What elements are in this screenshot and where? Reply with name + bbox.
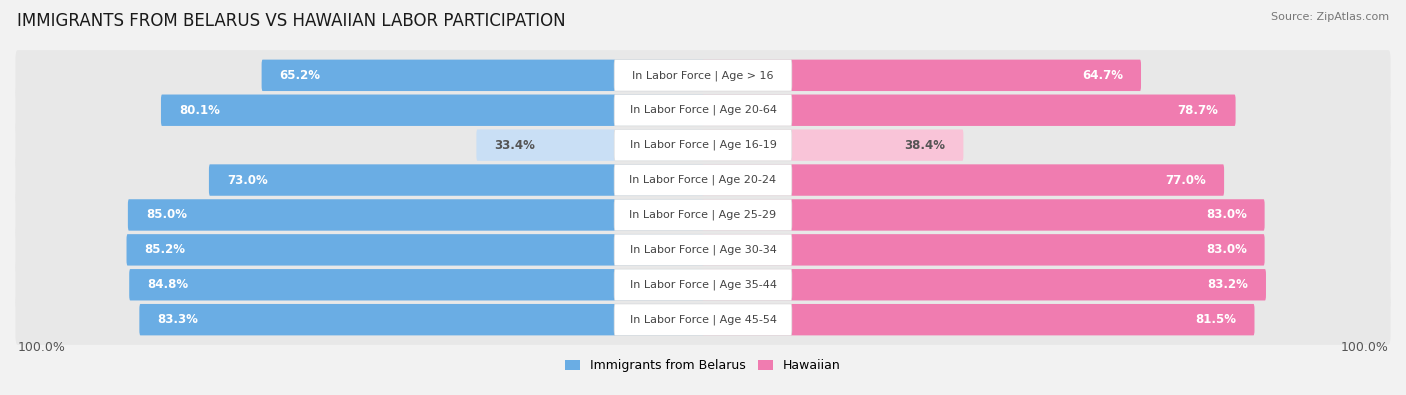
Text: 84.8%: 84.8% — [148, 278, 188, 291]
FancyBboxPatch shape — [702, 94, 1236, 126]
FancyBboxPatch shape — [702, 130, 963, 161]
Text: 83.2%: 83.2% — [1208, 278, 1249, 291]
FancyBboxPatch shape — [15, 85, 1391, 135]
FancyBboxPatch shape — [15, 155, 1391, 205]
Text: In Labor Force | Age 25-29: In Labor Force | Age 25-29 — [630, 210, 776, 220]
Text: 77.0%: 77.0% — [1166, 173, 1206, 186]
FancyBboxPatch shape — [702, 60, 1142, 91]
FancyBboxPatch shape — [702, 199, 1264, 231]
Text: 81.5%: 81.5% — [1195, 313, 1237, 326]
FancyBboxPatch shape — [160, 94, 704, 126]
Text: In Labor Force | Age 16-19: In Labor Force | Age 16-19 — [630, 140, 776, 150]
Text: 83.3%: 83.3% — [157, 313, 198, 326]
Legend: Immigrants from Belarus, Hawaiian: Immigrants from Belarus, Hawaiian — [560, 354, 846, 377]
FancyBboxPatch shape — [139, 304, 704, 335]
FancyBboxPatch shape — [614, 199, 792, 231]
FancyBboxPatch shape — [15, 120, 1391, 170]
FancyBboxPatch shape — [15, 50, 1391, 100]
Text: IMMIGRANTS FROM BELARUS VS HAWAIIAN LABOR PARTICIPATION: IMMIGRANTS FROM BELARUS VS HAWAIIAN LABO… — [17, 12, 565, 30]
FancyBboxPatch shape — [614, 304, 792, 335]
Text: In Labor Force | Age 20-64: In Labor Force | Age 20-64 — [630, 105, 776, 115]
Text: 33.4%: 33.4% — [495, 139, 536, 152]
FancyBboxPatch shape — [614, 130, 792, 161]
Text: 83.0%: 83.0% — [1206, 209, 1247, 222]
FancyBboxPatch shape — [702, 304, 1254, 335]
FancyBboxPatch shape — [262, 60, 704, 91]
FancyBboxPatch shape — [127, 234, 704, 265]
FancyBboxPatch shape — [614, 94, 792, 126]
Text: 65.2%: 65.2% — [280, 69, 321, 82]
Text: 80.1%: 80.1% — [179, 104, 219, 117]
FancyBboxPatch shape — [209, 164, 704, 196]
FancyBboxPatch shape — [15, 190, 1391, 240]
Text: 85.2%: 85.2% — [145, 243, 186, 256]
FancyBboxPatch shape — [15, 260, 1391, 310]
Text: 73.0%: 73.0% — [226, 173, 267, 186]
FancyBboxPatch shape — [614, 60, 792, 91]
Text: Source: ZipAtlas.com: Source: ZipAtlas.com — [1271, 12, 1389, 22]
Text: In Labor Force | Age > 16: In Labor Force | Age > 16 — [633, 70, 773, 81]
Text: 64.7%: 64.7% — [1083, 69, 1123, 82]
Text: In Labor Force | Age 45-54: In Labor Force | Age 45-54 — [630, 314, 776, 325]
FancyBboxPatch shape — [477, 130, 704, 161]
FancyBboxPatch shape — [702, 269, 1265, 301]
Text: 85.0%: 85.0% — [146, 209, 187, 222]
Text: 100.0%: 100.0% — [17, 341, 65, 354]
FancyBboxPatch shape — [614, 269, 792, 301]
FancyBboxPatch shape — [702, 164, 1225, 196]
Text: 38.4%: 38.4% — [904, 139, 945, 152]
Text: 78.7%: 78.7% — [1177, 104, 1218, 117]
FancyBboxPatch shape — [614, 164, 792, 196]
FancyBboxPatch shape — [15, 295, 1391, 345]
FancyBboxPatch shape — [129, 269, 704, 301]
Text: 83.0%: 83.0% — [1206, 243, 1247, 256]
FancyBboxPatch shape — [614, 234, 792, 265]
Text: In Labor Force | Age 30-34: In Labor Force | Age 30-34 — [630, 245, 776, 255]
Text: In Labor Force | Age 35-44: In Labor Force | Age 35-44 — [630, 280, 776, 290]
Text: In Labor Force | Age 20-24: In Labor Force | Age 20-24 — [630, 175, 776, 185]
Text: 100.0%: 100.0% — [1341, 341, 1389, 354]
FancyBboxPatch shape — [128, 199, 704, 231]
FancyBboxPatch shape — [15, 225, 1391, 275]
FancyBboxPatch shape — [702, 234, 1264, 265]
